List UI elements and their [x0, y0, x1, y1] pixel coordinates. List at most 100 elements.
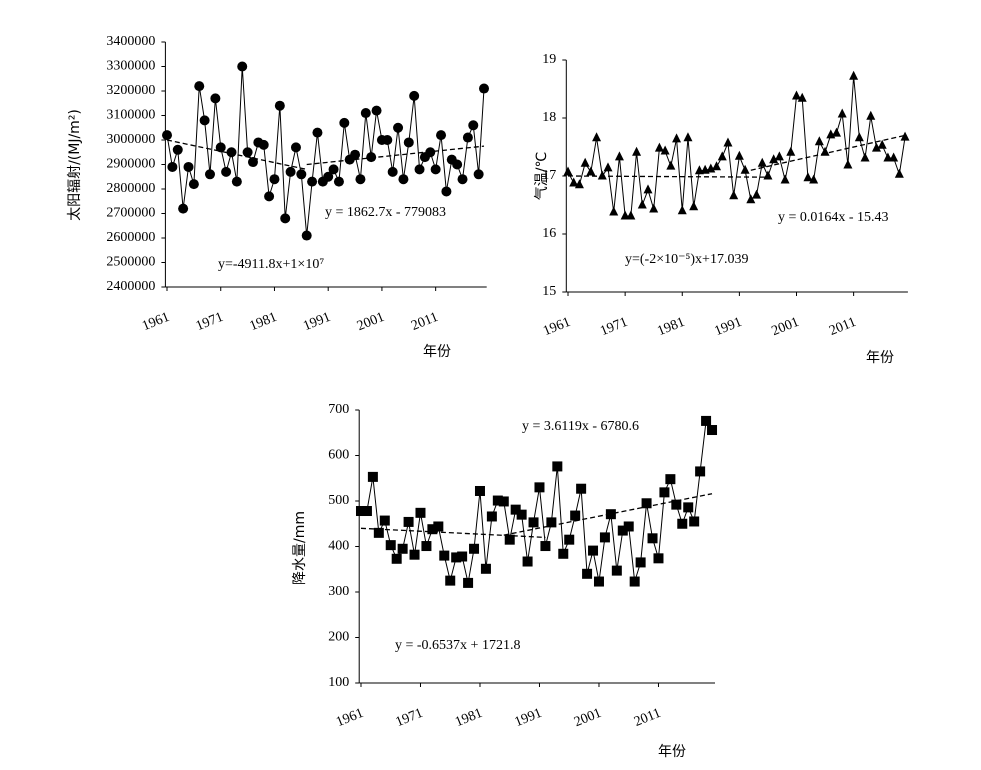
marker [433, 521, 444, 532]
marker [683, 132, 693, 142]
marker [586, 166, 596, 176]
marker [574, 179, 584, 189]
y-tick-label: 200 [328, 630, 349, 645]
marker [367, 471, 378, 482]
marker [385, 540, 396, 551]
marker [637, 199, 647, 209]
marker [366, 152, 377, 163]
marker [258, 139, 269, 150]
y-tick-label: 2800000 [106, 181, 155, 196]
marker [307, 176, 318, 187]
marker [183, 161, 194, 172]
x-tick-label: 1971 [394, 706, 426, 730]
marker [900, 131, 910, 141]
marker [473, 169, 484, 180]
x-tick-label: 1971 [194, 310, 226, 334]
marker [729, 190, 739, 200]
marker [564, 534, 575, 545]
y-tick-label: 2600000 [106, 230, 155, 245]
marker [558, 548, 569, 559]
marker [361, 506, 372, 517]
marker [712, 161, 722, 171]
marker [403, 137, 414, 148]
marker [178, 203, 189, 214]
subplot: 2400000 2500000 2600000 2700000 2800000 29000… [67, 34, 490, 360]
data-line [567, 76, 906, 217]
trend-equation: y = 3.6119x - 6780.6 [522, 419, 639, 434]
marker [462, 132, 473, 143]
marker [510, 504, 521, 515]
marker [774, 151, 784, 161]
marker [301, 230, 312, 241]
marker [162, 130, 173, 141]
marker [425, 147, 436, 158]
marker [854, 132, 864, 142]
trend-line [306, 145, 485, 166]
marker [660, 145, 670, 155]
marker [312, 127, 323, 138]
marker [360, 108, 371, 119]
marker [780, 174, 790, 184]
trend-equation: y=(-2×10⁻⁵)x+17.039 [625, 252, 748, 267]
marker [516, 509, 527, 520]
marker [474, 485, 485, 496]
marker [837, 108, 847, 118]
marker [242, 147, 253, 158]
marker [620, 210, 630, 220]
marker [695, 466, 706, 477]
marker [707, 425, 718, 436]
y-tick-label: 500 [328, 493, 349, 508]
marker [792, 90, 802, 100]
y-tick-label: 3200000 [106, 83, 155, 98]
marker [226, 147, 237, 158]
marker [382, 135, 393, 145]
marker [504, 534, 515, 545]
marker [623, 521, 634, 532]
x-tick-label: 1981 [655, 315, 687, 339]
trend-line [750, 134, 906, 171]
marker [866, 110, 876, 120]
x-tick-label: 2011 [409, 310, 440, 334]
marker [264, 191, 275, 202]
marker [689, 201, 699, 211]
trend-equation: y = -0.6537x + 1721.8 [395, 638, 520, 653]
marker [534, 482, 545, 493]
marker [463, 577, 474, 588]
marker [247, 157, 258, 168]
y-tick-label: 3400000 [106, 34, 155, 49]
trend-line [568, 175, 768, 178]
marker [717, 151, 727, 161]
marker [647, 533, 658, 544]
marker [409, 90, 420, 101]
y-axis-label: 降水量/mm [292, 511, 308, 585]
marker [391, 553, 402, 564]
subplot: 100 200 300 400 500 600 700 1961 1971 1981 1991 200… [292, 402, 718, 760]
marker [355, 174, 366, 185]
marker [498, 496, 509, 507]
y-tick-label: 400 [328, 539, 349, 554]
marker [649, 203, 659, 213]
marker [614, 151, 624, 161]
trend-equation: y=-4911.8x+1×10⁷ [218, 257, 324, 272]
marker [441, 186, 452, 197]
marker [683, 502, 694, 513]
marker [597, 170, 607, 180]
marker [479, 83, 490, 94]
marker [677, 205, 687, 215]
marker [635, 557, 646, 568]
marker [452, 159, 463, 170]
y-tick-label: 600 [328, 448, 349, 463]
y-tick-label: 17 [542, 168, 556, 183]
marker [468, 120, 479, 131]
marker [350, 149, 361, 160]
marker [280, 213, 291, 224]
y-tick-label: 100 [328, 675, 349, 690]
marker [820, 146, 830, 156]
marker [486, 511, 497, 522]
marker [871, 142, 881, 152]
y-axis-label: 太阳辐射/(MJ/m²) [67, 109, 83, 221]
marker [296, 169, 307, 180]
marker [194, 81, 205, 92]
marker [528, 517, 539, 528]
